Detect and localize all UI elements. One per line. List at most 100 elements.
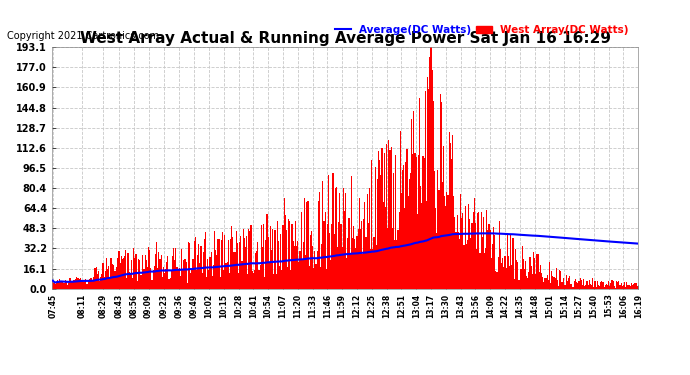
Bar (629, 285, 630, 289)
Bar (573, 287, 574, 289)
Bar (546, 275, 548, 289)
Bar (525, 261, 526, 289)
Bar (364, 202, 366, 289)
Bar (420, 186, 422, 289)
Bar (493, 227, 494, 289)
Bar (197, 255, 198, 289)
Bar (623, 285, 624, 289)
Bar (529, 257, 531, 289)
Bar (354, 238, 355, 289)
Bar (586, 281, 588, 289)
Bar (344, 211, 345, 289)
Bar (81, 281, 82, 289)
Bar (370, 249, 371, 289)
Bar (156, 242, 157, 289)
Bar (170, 270, 172, 289)
Bar (422, 156, 424, 289)
Bar (137, 280, 138, 289)
Bar (457, 232, 459, 289)
Bar (84, 282, 86, 289)
Bar (371, 160, 373, 289)
Bar (571, 287, 573, 289)
Bar (437, 170, 438, 289)
Bar (581, 280, 582, 289)
Bar (52, 280, 53, 289)
Bar (280, 234, 282, 289)
Bar (204, 238, 205, 289)
Bar (157, 268, 158, 289)
Bar (305, 255, 306, 289)
Bar (534, 258, 535, 289)
Bar (445, 206, 446, 289)
Bar (302, 260, 303, 289)
Bar (155, 254, 156, 289)
Bar (624, 282, 625, 289)
Bar (574, 280, 575, 289)
Bar (592, 278, 593, 289)
Bar (189, 243, 190, 289)
Bar (503, 267, 504, 289)
Bar (585, 285, 586, 289)
Bar (557, 280, 558, 289)
Bar (182, 269, 184, 289)
Bar (545, 278, 546, 289)
Bar (549, 262, 550, 289)
Bar (206, 277, 207, 289)
Bar (448, 132, 450, 289)
Bar (492, 244, 493, 289)
Bar (509, 266, 510, 289)
Bar (413, 111, 415, 289)
Bar (83, 282, 84, 289)
Bar (482, 237, 483, 289)
Bar (216, 255, 217, 289)
Bar (583, 279, 584, 289)
Bar (60, 281, 61, 289)
Bar (61, 282, 63, 289)
Bar (321, 243, 322, 289)
Bar (141, 276, 142, 289)
Bar (119, 262, 121, 289)
Bar (474, 198, 475, 289)
Bar (319, 192, 320, 289)
Bar (389, 150, 391, 289)
Bar (475, 223, 476, 289)
Bar (392, 228, 393, 289)
Bar (452, 135, 453, 289)
Bar (464, 206, 466, 289)
Bar (483, 217, 484, 289)
Bar (588, 285, 589, 289)
Bar (112, 265, 114, 289)
Bar (327, 224, 328, 289)
Bar (237, 243, 238, 289)
Bar (598, 285, 599, 289)
Bar (140, 275, 141, 289)
Bar (248, 229, 249, 289)
Bar (403, 165, 404, 289)
Bar (600, 282, 601, 289)
Bar (240, 236, 241, 289)
Bar (630, 286, 631, 289)
Bar (313, 268, 314, 289)
Bar (326, 270, 327, 289)
Bar (264, 276, 265, 289)
Bar (79, 278, 81, 289)
Bar (515, 249, 516, 289)
Bar (411, 119, 412, 289)
Bar (196, 270, 197, 289)
Bar (541, 273, 542, 289)
Bar (405, 162, 406, 289)
Bar (128, 272, 130, 289)
Bar (434, 171, 435, 289)
Bar (110, 258, 112, 289)
Bar (391, 147, 392, 289)
Bar (236, 231, 237, 289)
Bar (231, 226, 233, 289)
Bar (343, 188, 344, 289)
Bar (508, 256, 509, 289)
Bar (501, 263, 502, 289)
Bar (378, 152, 380, 289)
Bar (173, 248, 174, 289)
Bar (551, 271, 552, 289)
Bar (297, 241, 298, 289)
Bar (57, 280, 58, 289)
